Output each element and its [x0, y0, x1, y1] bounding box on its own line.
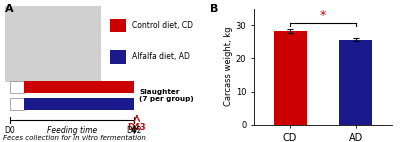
- Text: D43: D43: [128, 123, 146, 132]
- Bar: [5, 6, 101, 82]
- Bar: [110, 50, 126, 64]
- Text: D0: D0: [4, 126, 15, 135]
- Bar: [10, 81, 24, 93]
- Bar: [340, 40, 372, 125]
- Text: Control diet, CD: Control diet, CD: [132, 21, 193, 30]
- Bar: [24, 81, 134, 93]
- Text: *: *: [320, 9, 326, 22]
- Bar: [274, 31, 306, 125]
- Text: B: B: [210, 4, 218, 14]
- Bar: [24, 98, 134, 110]
- Bar: [10, 98, 24, 110]
- Text: Feces collection for in vitro fermentation: Feces collection for in vitro fermentati…: [3, 135, 146, 141]
- Text: Alfalfa diet, AD: Alfalfa diet, AD: [132, 52, 190, 61]
- Bar: [110, 19, 126, 32]
- Text: D42: D42: [127, 126, 142, 135]
- Text: Slaughter
(7 per group): Slaughter (7 per group): [139, 89, 194, 102]
- Text: Feeding time: Feeding time: [47, 126, 97, 135]
- Text: A: A: [5, 4, 14, 14]
- Y-axis label: Carcass weight, kg: Carcass weight, kg: [224, 27, 233, 107]
